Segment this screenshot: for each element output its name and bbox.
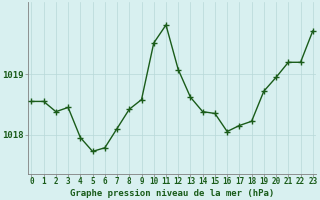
X-axis label: Graphe pression niveau de la mer (hPa): Graphe pression niveau de la mer (hPa) xyxy=(70,189,274,198)
